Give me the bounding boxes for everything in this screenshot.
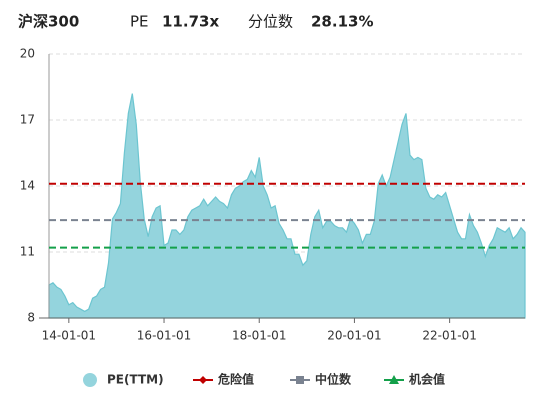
x-tick-label: 20-01-01: [327, 329, 381, 343]
area: [48, 93, 526, 319]
percentile-value: 28.13%: [311, 13, 373, 31]
legend-label: PE(TTM): [107, 373, 164, 387]
legend-marker: [199, 376, 207, 384]
x-tick-label: 18-01-01: [232, 329, 286, 343]
metric-value: 11.73x: [162, 13, 219, 31]
y-tick-label: 11: [20, 245, 35, 259]
index-name: 沪深300: [18, 13, 79, 31]
x-tick-label: 14-01-01: [42, 329, 96, 343]
legend-marker: [389, 375, 399, 384]
x-tick-label: 16-01-01: [137, 329, 191, 343]
legend-marker: [83, 373, 97, 387]
legend-label: 危险值: [217, 372, 254, 387]
x-tick-label: 22-01-01: [422, 329, 476, 343]
y-tick-label: 17: [20, 113, 35, 127]
y-tick-label: 8: [27, 311, 35, 325]
percentile-label: 分位数: [248, 13, 293, 31]
metric-label: PE: [130, 13, 149, 31]
legend-marker: [296, 376, 304, 384]
y-tick-label: 20: [20, 47, 35, 61]
legend-label: 机会值: [409, 372, 445, 387]
y-tick-label: 14: [20, 179, 35, 193]
legend-label: 中位数: [315, 372, 352, 387]
